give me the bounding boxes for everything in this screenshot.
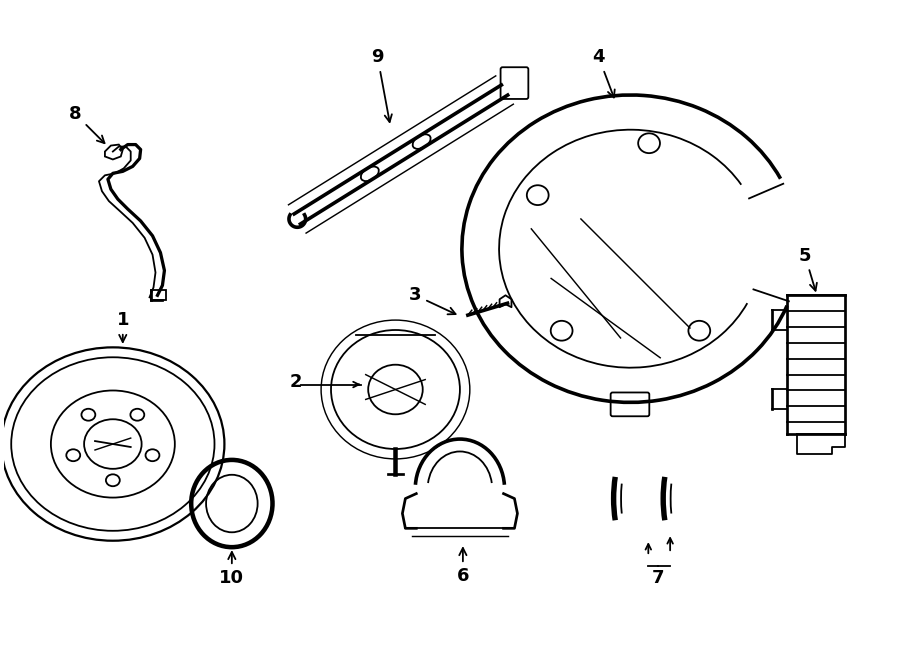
Text: 2: 2: [290, 373, 302, 391]
Bar: [150, 290, 166, 300]
Text: 9: 9: [372, 48, 392, 122]
Text: 4: 4: [592, 48, 615, 97]
Text: 8: 8: [69, 105, 104, 143]
Text: 10: 10: [220, 552, 244, 587]
Text: 3: 3: [409, 286, 455, 315]
Text: 7: 7: [652, 569, 664, 587]
Text: 5: 5: [798, 247, 817, 291]
Text: 1: 1: [116, 311, 129, 342]
Text: 6: 6: [456, 548, 469, 585]
